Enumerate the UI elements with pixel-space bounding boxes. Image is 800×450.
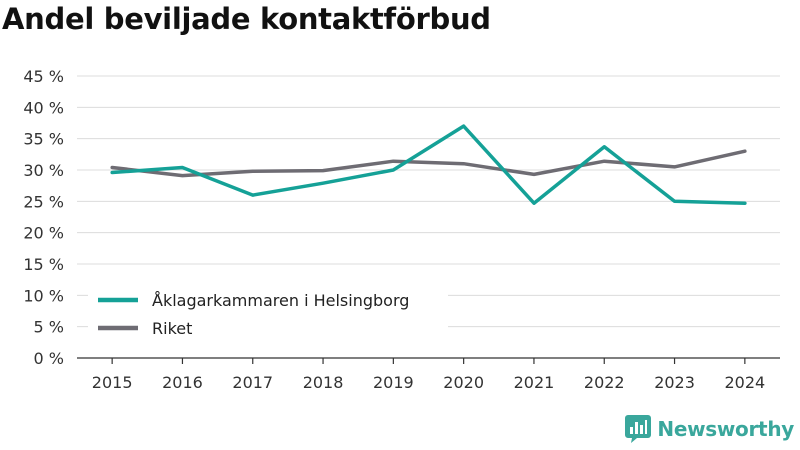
x-tick-label-2019: 2019	[373, 373, 414, 392]
newsworthy-bar-chart-icon	[625, 415, 652, 443]
y-tick-label-5: 5 %	[34, 318, 64, 337]
legend: Åklagarkammaren i Helsingborg Riket	[88, 283, 448, 343]
y-tick-label-20: 20 %	[23, 224, 64, 243]
series-line-2	[110, 149, 747, 178]
x-tick-label-2015: 2015	[92, 373, 133, 392]
series-line-1	[110, 124, 747, 205]
x-tick-label-2023: 2023	[654, 373, 695, 392]
x-tick-label-2024: 2024	[724, 373, 765, 392]
x-tick-label-2022: 2022	[584, 373, 625, 392]
chart-title: Andel beviljade kontaktförbud	[2, 2, 491, 36]
x-tick-label-2020: 2020	[443, 373, 484, 392]
legend-background	[88, 283, 448, 343]
x-tick-label-2018: 2018	[303, 373, 344, 392]
brand-name: Newsworthy	[657, 417, 794, 441]
series-lines	[110, 124, 747, 205]
legend-label-2: Riket	[152, 319, 192, 338]
y-tick-label-25: 25 %	[23, 192, 64, 211]
legend-label-1: Åklagarkammaren i Helsingborg	[152, 291, 409, 310]
y-tick-label-15: 15 %	[23, 255, 64, 274]
y-tick-label-0: 0 %	[34, 349, 64, 368]
y-tick-label-10: 10 %	[23, 286, 64, 305]
y-axis-tick-labels: 0 % 5 % 10 % 15 % 20 % 25 % 30 % 35 % 40 % 45 %	[23, 67, 64, 368]
newsworthy-logo: Newsworthy	[625, 415, 794, 443]
x-axis: 2015 2016 2017 2018 2019 2020 2021 2022 2023 2024	[77, 357, 780, 392]
y-tick-label-35: 35 %	[23, 130, 64, 149]
x-tick-label-2016: 2016	[162, 373, 203, 392]
x-tick-label-2021: 2021	[514, 373, 555, 392]
y-tick-label-45: 45 %	[23, 67, 64, 86]
y-tick-label-40: 40 %	[23, 98, 64, 117]
x-tick-label-2017: 2017	[232, 373, 273, 392]
y-tick-label-30: 30 %	[23, 161, 64, 180]
